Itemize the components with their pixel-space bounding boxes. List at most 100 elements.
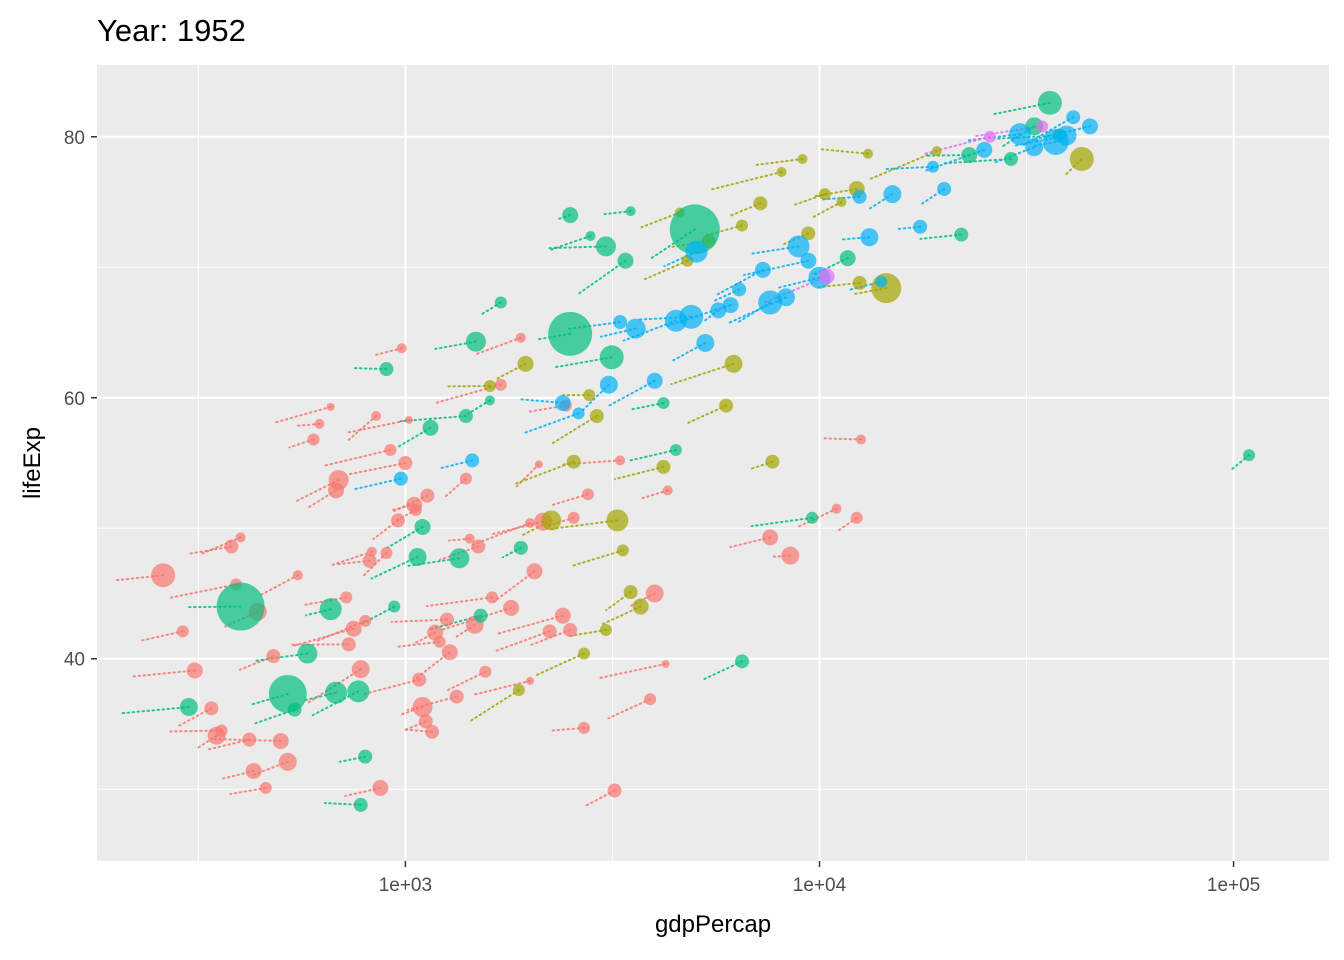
trail-africa bbox=[493, 570, 536, 603]
trail-americas bbox=[549, 519, 619, 531]
point-africa bbox=[563, 623, 578, 638]
y-tick-label: 60 bbox=[64, 389, 85, 410]
trail-africa bbox=[295, 422, 321, 427]
trail-africa bbox=[495, 614, 564, 635]
point-africa bbox=[235, 532, 246, 543]
point-europe bbox=[913, 219, 928, 234]
x-axis: 1e+03 1e+04 1e+05 bbox=[379, 861, 1260, 896]
point-americas bbox=[606, 509, 629, 532]
point-africa bbox=[554, 607, 571, 624]
point-oceania bbox=[818, 268, 835, 285]
point-asia bbox=[319, 598, 342, 621]
trail-americas bbox=[571, 549, 624, 567]
point-africa bbox=[326, 402, 335, 411]
point-americas bbox=[656, 459, 671, 474]
minor-gridlines bbox=[97, 65, 1329, 861]
trail-africa bbox=[316, 619, 367, 642]
point-europe bbox=[883, 185, 902, 204]
point-americas bbox=[931, 146, 942, 157]
point-europe bbox=[679, 304, 704, 329]
point-asia bbox=[806, 511, 819, 524]
trail-europe bbox=[703, 309, 720, 323]
point-asia bbox=[657, 396, 670, 409]
y-axis-label: lifeExp bbox=[19, 427, 46, 499]
trail-africa bbox=[348, 462, 407, 476]
major-gridlines bbox=[97, 65, 1329, 861]
trail-asia bbox=[750, 516, 814, 528]
trail-africa bbox=[836, 516, 858, 533]
point-africa bbox=[645, 584, 664, 603]
trail-africa bbox=[345, 418, 410, 434]
trail-africa bbox=[323, 448, 392, 467]
point-americas bbox=[863, 148, 874, 159]
trail-americas bbox=[613, 465, 665, 481]
point-europe bbox=[1081, 118, 1098, 135]
point-europe bbox=[393, 471, 408, 486]
point-americas bbox=[623, 585, 638, 600]
point-asia bbox=[216, 582, 265, 631]
point-europe bbox=[613, 315, 628, 330]
point-africa bbox=[607, 783, 622, 798]
point-americas bbox=[836, 197, 847, 208]
point-americas bbox=[753, 196, 768, 211]
point-europe bbox=[776, 288, 795, 307]
trail-africa bbox=[474, 336, 522, 356]
point-africa bbox=[396, 343, 407, 354]
point-asia bbox=[669, 443, 682, 456]
point-asia bbox=[839, 250, 856, 267]
point-americas bbox=[719, 398, 734, 413]
point-africa bbox=[371, 411, 382, 422]
trail-europe bbox=[743, 259, 810, 277]
point-africa bbox=[542, 624, 557, 639]
point-europe bbox=[758, 290, 783, 315]
trail-africa bbox=[400, 706, 424, 716]
point-africa bbox=[328, 469, 349, 490]
point-africa bbox=[409, 503, 422, 516]
point-africa bbox=[412, 672, 427, 687]
trail-africa bbox=[258, 574, 299, 597]
point-americas bbox=[578, 647, 591, 660]
trail-asia bbox=[253, 652, 309, 662]
point-asia bbox=[548, 311, 593, 356]
trail-africa bbox=[362, 678, 421, 696]
point-asia bbox=[625, 206, 636, 217]
trail-americas bbox=[818, 148, 870, 155]
point-africa bbox=[534, 460, 543, 469]
point-europe bbox=[976, 141, 993, 158]
y-tick-label: 80 bbox=[64, 128, 85, 149]
point-americas bbox=[776, 167, 787, 178]
point-africa bbox=[433, 635, 446, 648]
point-oceania bbox=[1036, 120, 1049, 133]
trail-africa bbox=[274, 405, 332, 424]
plot-panel bbox=[97, 65, 1329, 861]
point-africa bbox=[526, 563, 543, 580]
point-asia bbox=[513, 540, 528, 555]
trail-asia bbox=[1229, 454, 1251, 472]
point-africa bbox=[151, 563, 176, 588]
point-africa bbox=[486, 591, 499, 604]
point-africa bbox=[380, 547, 393, 560]
x-tick-label: 1e+05 bbox=[1207, 875, 1260, 896]
trail-africa bbox=[445, 670, 487, 692]
point-asia bbox=[562, 207, 579, 224]
point-europe bbox=[875, 275, 888, 288]
point-africa bbox=[176, 625, 189, 638]
point-africa bbox=[384, 443, 397, 456]
trail-europe bbox=[716, 268, 764, 296]
trail-africa bbox=[395, 640, 441, 648]
trail-africa bbox=[597, 662, 667, 680]
point-africa bbox=[292, 570, 303, 581]
trail-asia bbox=[576, 259, 627, 296]
point-africa bbox=[781, 546, 800, 565]
point-africa bbox=[420, 488, 435, 503]
trail-africa bbox=[493, 630, 551, 653]
point-asia bbox=[484, 395, 495, 406]
point-africa bbox=[314, 418, 325, 429]
point-africa bbox=[362, 553, 377, 568]
point-americas bbox=[616, 544, 629, 557]
trail-africa bbox=[113, 574, 165, 582]
point-africa bbox=[644, 693, 657, 706]
point-europe bbox=[1025, 138, 1044, 157]
point-africa bbox=[215, 724, 228, 737]
point-africa bbox=[425, 724, 440, 739]
